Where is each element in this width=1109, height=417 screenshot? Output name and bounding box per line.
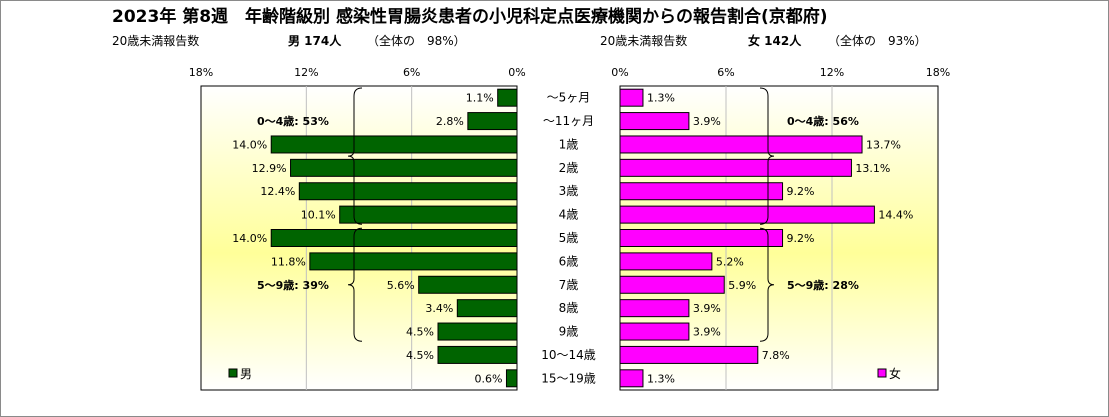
female-subtitle-label: 20歳未満報告数	[600, 33, 687, 48]
female-legend-swatch	[877, 368, 887, 378]
male-bar	[456, 299, 518, 318]
category-label: 6歳	[559, 254, 579, 268]
female-bar	[619, 299, 690, 318]
female-bar	[619, 88, 644, 107]
female-0-4-brace	[759, 87, 775, 225]
male-data-label: 5.6%	[387, 279, 415, 292]
female-data-label: 1.3%	[647, 372, 675, 385]
female-bar	[619, 229, 784, 247]
category-label: ～5ヶ月	[547, 91, 591, 105]
male-data-label: 12.4%	[260, 185, 295, 198]
male-bar	[290, 158, 518, 177]
male-bar	[505, 369, 518, 388]
female-bar	[619, 252, 713, 271]
female-data-label: 3.9%	[693, 302, 721, 315]
male-bar	[437, 345, 518, 364]
male-5-9-annotation: 5～9歳: 39%	[257, 278, 329, 292]
female-tick-label: 0%	[611, 66, 628, 79]
female-5-9-brace	[759, 227, 775, 342]
category-label: 8歳	[559, 301, 579, 315]
male-subtitle-label: 20歳未満報告数	[112, 33, 199, 48]
male-0-4-annotation: 0～4歳: 53%	[257, 114, 329, 128]
male-data-label: 1.1%	[466, 92, 494, 105]
male-bar	[270, 135, 518, 154]
male-bar	[497, 88, 518, 107]
category-label: ～11ヶ月	[543, 114, 594, 128]
male-bar	[309, 252, 518, 271]
male-data-label: 2.8%	[436, 115, 464, 128]
female-bar	[619, 182, 784, 201]
male-0-4-brace	[347, 87, 363, 225]
male-tick-label: 6%	[403, 66, 420, 79]
female-data-label: 9.2%	[787, 185, 815, 198]
female-bar	[619, 135, 863, 154]
female-data-label: 13.1%	[855, 162, 890, 175]
male-data-label: 14.0%	[232, 232, 267, 245]
male-bar	[339, 205, 518, 224]
male-legend-label: 男	[240, 367, 252, 381]
female-data-label: 1.3%	[647, 92, 675, 105]
female-bar	[619, 322, 690, 341]
male-subtitle-summary: 男 174人	[288, 33, 342, 48]
male-subtitle-share: （全体の 98%）	[367, 33, 466, 48]
chart-title: 2023年 第8週 年齢階級別 感染性胃腸炎患者の小児科定点医療機関からの報告割…	[112, 6, 828, 27]
female-data-label: 13.7%	[866, 138, 901, 151]
female-data-label: 5.2%	[716, 255, 744, 268]
male-tick-label: 18%	[189, 66, 213, 79]
female-tick-label: 6%	[717, 66, 734, 79]
male-legend-swatch	[228, 368, 238, 378]
female-data-label: 9.2%	[787, 232, 815, 245]
male-data-label: 11.8%	[271, 255, 306, 268]
category-label: 5歳	[559, 231, 579, 245]
female-data-label: 3.9%	[693, 326, 721, 339]
male-bar	[467, 112, 518, 131]
male-bar	[437, 322, 518, 341]
female-bar	[619, 345, 759, 364]
female-data-label: 5.9%	[728, 279, 756, 292]
female-subtitle-summary: 女 142人	[748, 33, 802, 48]
female-subtitle-share: （全体の 93%）	[828, 33, 927, 48]
female-tick-label: 12%	[820, 66, 844, 79]
male-bar	[418, 275, 518, 294]
category-label: 10～14歳	[541, 348, 596, 362]
female-bar	[619, 369, 644, 388]
category-label: 3歳	[559, 184, 579, 198]
male-5-9-brace	[347, 227, 363, 342]
male-tick-label: 0%	[508, 66, 525, 79]
male-data-label: 14.0%	[232, 138, 267, 151]
female-tick-label: 18%	[926, 66, 950, 79]
male-data-label: 3.4%	[425, 302, 453, 315]
category-label: 7歳	[559, 278, 579, 292]
male-data-label: 12.9%	[252, 162, 287, 175]
male-data-label: 0.6%	[475, 372, 503, 385]
category-label: 15～19歳	[541, 371, 596, 385]
female-5-9-annotation: 5～9歳: 28%	[787, 278, 859, 292]
male-bar	[270, 229, 518, 247]
category-label: 4歳	[559, 208, 579, 222]
female-bar	[619, 205, 875, 224]
female-data-label: 3.9%	[693, 115, 721, 128]
category-label: 9歳	[559, 325, 579, 339]
female-data-label: 14.4%	[878, 209, 913, 222]
male-data-label: 4.5%	[406, 326, 434, 339]
male-data-label: 10.1%	[301, 209, 336, 222]
category-label: 2歳	[559, 161, 579, 175]
category-label: 1歳	[559, 137, 579, 151]
female-data-label: 7.8%	[762, 349, 790, 362]
male-bar	[298, 182, 518, 201]
female-legend-label: 女	[889, 366, 901, 381]
male-data-label: 4.5%	[406, 349, 434, 362]
female-bar	[619, 158, 852, 177]
male-tick-label: 12%	[294, 66, 318, 79]
female-bar	[619, 275, 725, 294]
female-0-4-annotation: 0～4歳: 56%	[787, 114, 859, 128]
female-bar	[619, 112, 690, 131]
